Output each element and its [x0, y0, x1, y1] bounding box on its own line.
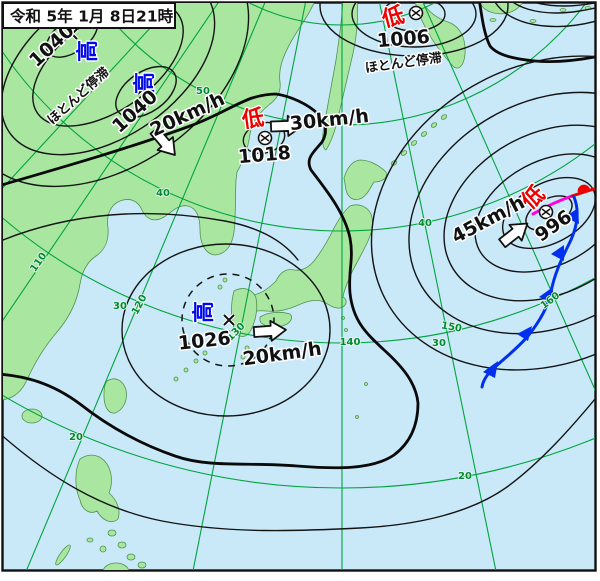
grid-label: 150: [440, 320, 463, 334]
pressure-value: 1018: [237, 142, 292, 169]
isobar: [474, 153, 595, 273]
grid-label: 40: [418, 218, 432, 229]
coastline-asia-continent: [3, 3, 315, 401]
philippine-islands: [55, 529, 147, 570]
low-center-marks: [257, 5, 554, 220]
high-symbol: 高: [132, 72, 158, 94]
meridian-110e: [3, 3, 219, 321]
coastline-hainan: [21, 408, 43, 424]
parallel-30n: [3, 217, 595, 344]
isobar: [408, 91, 595, 335]
isobar-major: [3, 92, 420, 470]
date-box: 令和 5年 1月 8日21時: [2, 2, 176, 29]
ryukyu-islands: [173, 350, 208, 382]
grid-label: 140: [340, 337, 361, 348]
occluded-front: [531, 194, 574, 216]
high-symbol: 高: [75, 40, 101, 62]
grid-label: 50: [196, 86, 210, 97]
parallel-20n: [3, 394, 595, 489]
center-marks: [65, 5, 554, 327]
meridian-150e: [379, 3, 497, 570]
warm-front: [570, 187, 595, 198]
grid-label: 40: [156, 188, 170, 199]
isobar: [242, 121, 286, 155]
low-symbol: 低: [239, 106, 265, 134]
coastline-hokkaido: [343, 159, 387, 200]
isobar-dashed: [181, 273, 275, 367]
isobar: [443, 124, 595, 302]
high-symbol: 高: [191, 301, 217, 323]
parallel-60n: [248, 3, 436, 26]
date-label: 令和 5年 1月 8日21時: [9, 7, 174, 26]
fronts-layer: [480, 184, 595, 389]
meridian-120e: [26, 3, 266, 570]
isobar: [121, 243, 331, 417]
isobar: [319, 3, 509, 57]
isobar: [3, 212, 299, 261]
cold-front-triangles: [483, 208, 579, 378]
high-center-x: [66, 28, 78, 40]
grid-label: 20: [458, 471, 472, 482]
isobar: [534, 3, 595, 7]
isobar: [494, 3, 595, 28]
high-center-x: [137, 83, 149, 95]
pressure-value: 1006: [376, 26, 431, 53]
parallel-50n: [97, 3, 587, 126]
warm-front-semicircle: [577, 184, 590, 193]
high-center-x: [223, 314, 235, 326]
grid-label: 30: [432, 338, 446, 349]
coastline-taiwan: [103, 378, 127, 414]
isobar: [513, 3, 595, 14]
small-islands-japan: [217, 277, 368, 419]
isobar: [351, 3, 477, 48]
isobar: [3, 397, 595, 532]
meridian-100e: [3, 3, 174, 189]
grid-label: 30: [113, 301, 127, 312]
parallel-40n: [3, 51, 595, 232]
isobar-major: [478, 3, 595, 64]
isobar: [382, 3, 446, 32]
coastline-sakhalin: [322, 3, 359, 151]
isobar: [370, 55, 595, 371]
grid-label: 20: [69, 432, 83, 443]
